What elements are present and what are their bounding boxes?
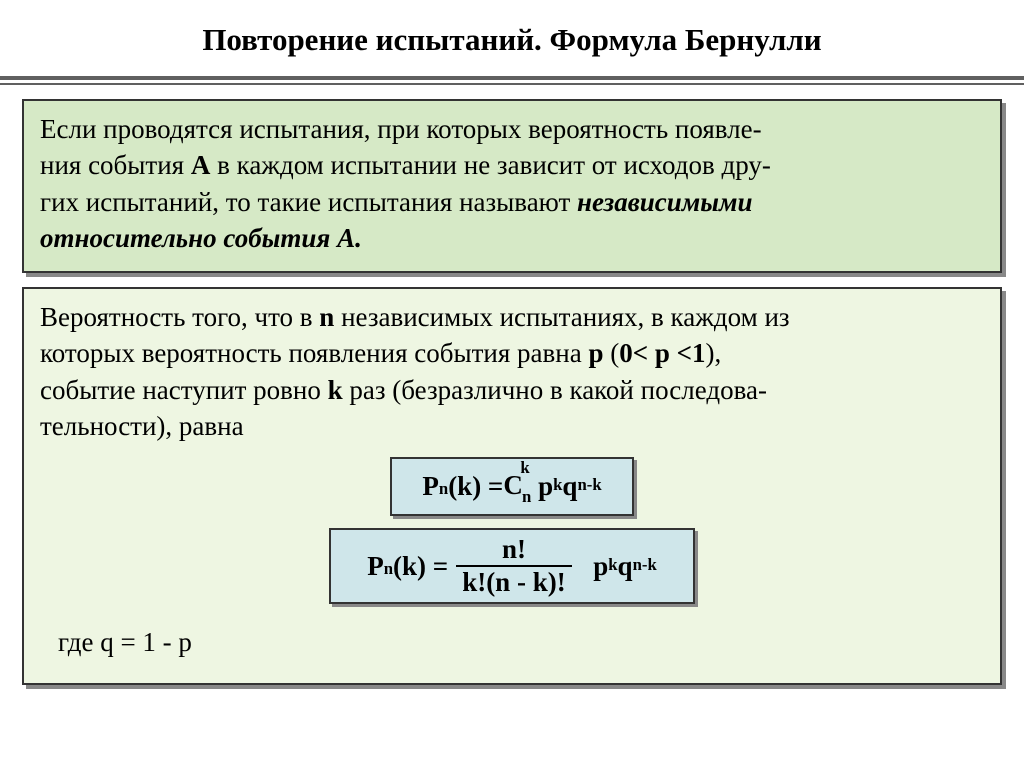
C-sup: k (520, 457, 529, 480)
event-A: А (191, 150, 211, 180)
formula-2-row: Pn(k) = n! k!(n - k)! pkqn-k (40, 528, 984, 604)
text: ния события (40, 150, 191, 180)
q: q (618, 548, 633, 584)
p: p (538, 468, 553, 504)
slide-title: Повторение испытаний. Формула Бернулли (0, 0, 1024, 76)
fraction: n! k!(n - k)! (456, 536, 572, 596)
var-p: p (588, 338, 603, 368)
emphasis: независимыми (577, 187, 752, 217)
text: раз (безразлично в какой последова- (343, 375, 767, 405)
binom-C: Ckn (503, 467, 531, 507)
where-clause: где q = 1 - p (40, 624, 984, 660)
var-k: k (328, 375, 343, 405)
text: в каждом испытании не зависит от исходов… (210, 150, 770, 180)
P: P (422, 468, 439, 504)
definition-box: Если проводятся испытания, при которых в… (22, 99, 1002, 273)
text: событие наступит ровно (40, 375, 328, 405)
text: которых вероятность появления события ра… (40, 338, 588, 368)
numerator: n! (496, 536, 532, 565)
p: p (593, 548, 608, 584)
sub-n: n (384, 558, 393, 581)
q: q (562, 468, 577, 504)
C-sub: n (522, 487, 531, 506)
denominator: k!(n - k)! (456, 567, 572, 596)
theorem-box: Вероятность того, что в n независимых ис… (22, 287, 1002, 685)
emphasis: относительно события А. (40, 223, 362, 253)
arg: (k) = (448, 468, 503, 504)
formula-2: Pn(k) = n! k!(n - k)! pkqn-k (329, 528, 695, 604)
text: Если проводятся испытания, при которых в… (40, 114, 762, 144)
text: тельности), равна (40, 411, 244, 441)
text: ( (603, 338, 619, 368)
text: гих испытаний, то такие испытания называ… (40, 187, 577, 217)
range: 0< p <1 (619, 338, 705, 368)
var-n: n (319, 302, 334, 332)
text: Вероятность того, что в (40, 302, 319, 332)
q-sup: n-k (633, 554, 657, 577)
formula-1: Pn(k) = Ckn pkqn-k (390, 457, 633, 517)
q-sup: n-k (577, 474, 601, 497)
sub-n: n (439, 478, 448, 501)
formula-1-row: Pn(k) = Ckn pkqn-k (40, 457, 984, 517)
p-sup: k (553, 474, 562, 497)
p-sup: k (608, 554, 617, 577)
arg: (k) = (393, 548, 448, 584)
text: ), (706, 338, 722, 368)
text: независимых испытаниях, в каждом из (334, 302, 789, 332)
divider-bottom (0, 83, 1024, 85)
P: P (367, 548, 384, 584)
